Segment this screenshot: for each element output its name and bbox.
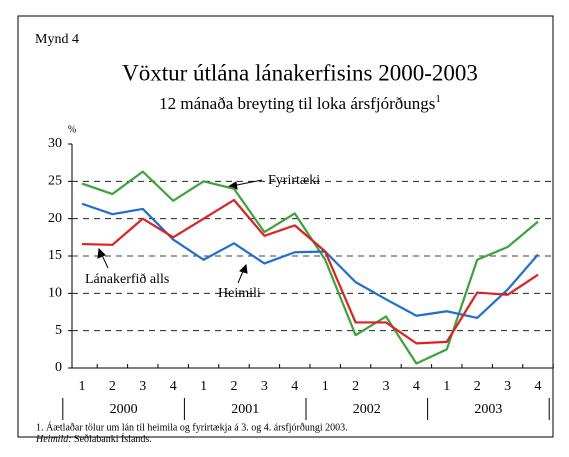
x-tick-label: 4	[535, 379, 542, 394]
x-tick-label: 2	[109, 379, 116, 394]
y-tick-label: 0	[55, 360, 62, 375]
year-label: 2001	[231, 402, 259, 417]
series-line	[81, 198, 539, 345]
x-tick-label: 1	[322, 379, 329, 394]
x-tick-label: 1	[79, 379, 86, 394]
year-label: 2003	[474, 402, 502, 417]
series-label: Lánakerfið alls	[85, 272, 169, 287]
x-tick-label: 3	[139, 379, 146, 394]
year-label: 2002	[353, 402, 381, 417]
x-tick-label: 1	[200, 379, 207, 394]
footnote: 1. Áætlaðar tölur um lán til heimila og …	[36, 421, 348, 433]
x-tick-label: 2	[352, 379, 359, 394]
x-tick-label: 2	[474, 379, 481, 394]
series-line	[81, 170, 539, 365]
x-tick-label: 4	[170, 379, 177, 394]
y-tick-label: 10	[48, 286, 62, 301]
chart-subtitle: 12 mánaða breyting til loka ársfjórðungs…	[159, 93, 441, 113]
y-tick-label: 15	[48, 248, 62, 263]
x-tick-label: 4	[291, 379, 298, 394]
figure-label: Mynd 4	[35, 32, 79, 47]
x-tick-label: 4	[413, 379, 420, 394]
chart-title: Vöxtur útlána lánakerfisins 2000-2003	[122, 60, 478, 85]
series-label: Heimili	[218, 286, 261, 301]
year-label: 2000	[110, 402, 138, 417]
x-tick-label: 2	[231, 379, 238, 394]
y-tick-label: 25	[48, 174, 62, 189]
y-tick-label: 20	[48, 211, 62, 226]
source: Heimild: Seðlabanki Íslands.	[35, 433, 152, 445]
x-tick-label: 3	[261, 379, 268, 394]
y-tick-label: 30	[48, 136, 62, 151]
y-tick-label: 5	[55, 323, 62, 338]
frame	[17, 15, 554, 438]
series-label: Fyrirtæki	[268, 173, 320, 188]
x-tick-label: 1	[443, 379, 450, 394]
x-tick-label: 3	[383, 379, 390, 394]
x-tick-label: 3	[504, 379, 511, 394]
y-unit: %	[68, 124, 76, 135]
series-line	[81, 202, 539, 320]
